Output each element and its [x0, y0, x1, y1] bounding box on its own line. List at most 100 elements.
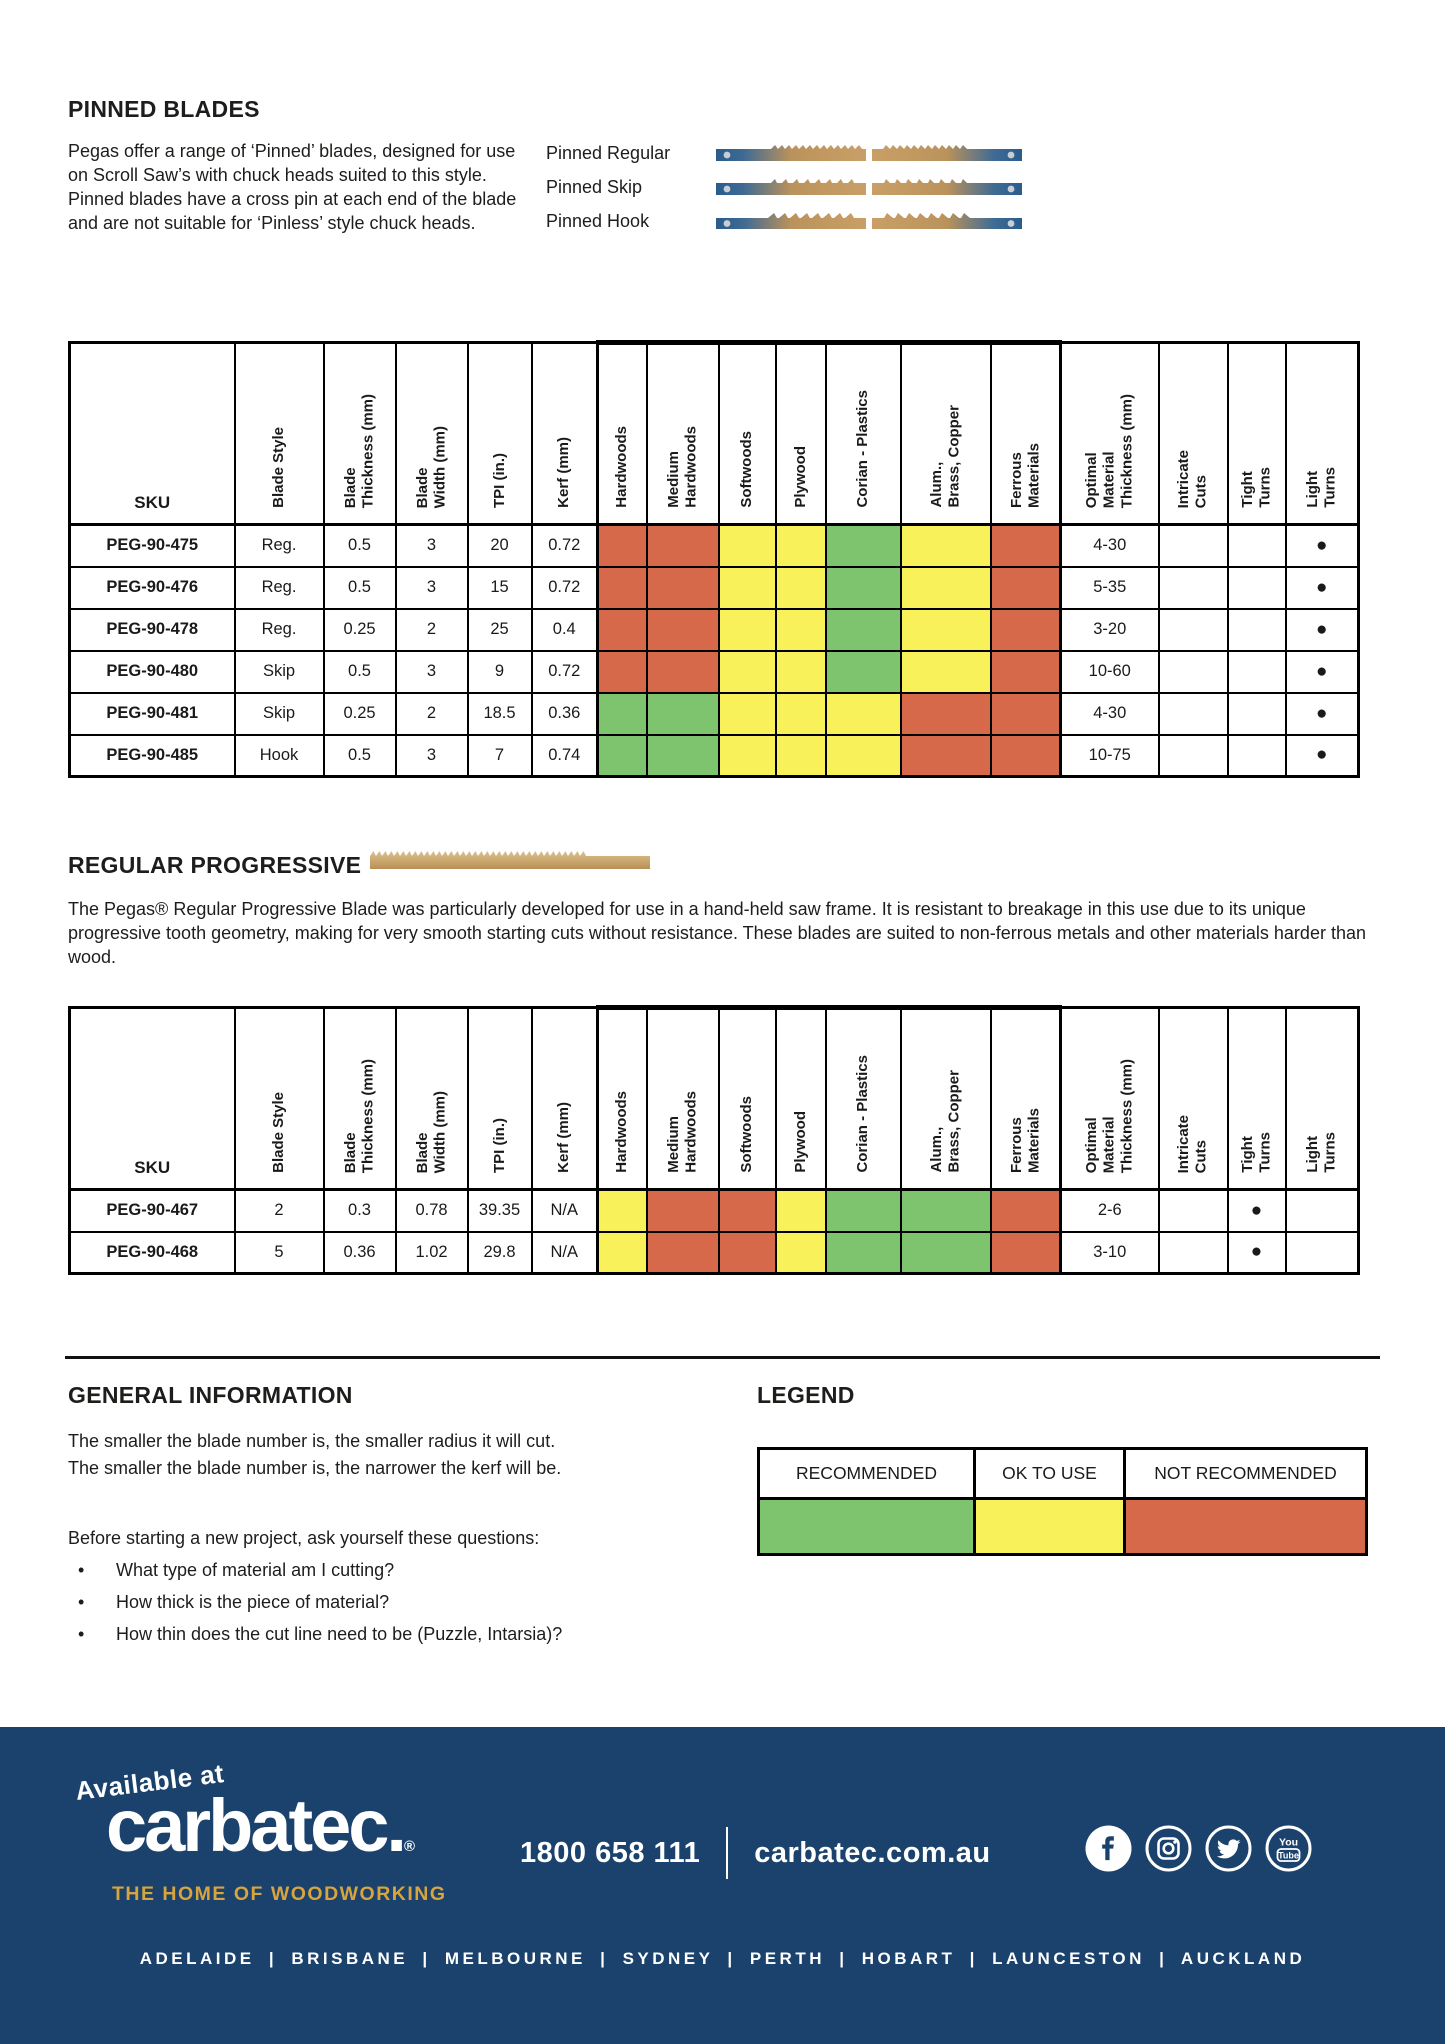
cell-intricate — [1157, 649, 1229, 694]
legend-label-recommended: RECOMMENDED — [757, 1447, 976, 1500]
column-header-label: TPI (in.) — [490, 453, 508, 508]
legend-swatch-ok-to-use — [973, 1497, 1126, 1556]
material-rating-alum_brass_copper — [899, 649, 992, 694]
cell-intricate — [1157, 691, 1229, 736]
general-information-text: The smaller the blade number is, the sma… — [68, 1428, 561, 1482]
cell-light: ● — [1284, 565, 1360, 610]
cell-intricate — [1157, 607, 1229, 652]
cell-intricate — [1157, 1188, 1229, 1233]
column-header-medium_hardwoods: Medium Hardwoods — [645, 1005, 720, 1191]
website-link[interactable]: carbatec.com.au — [754, 1836, 991, 1869]
column-header-hardwoods: Hardwoods — [596, 340, 648, 526]
material-rating-softwoods — [717, 649, 777, 694]
cell-thickness: 0.25 — [322, 607, 397, 652]
cell-width: 1.02 — [394, 1230, 469, 1275]
material-rating-hardwoods — [596, 607, 648, 652]
cell-tight — [1226, 565, 1287, 610]
column-header-label: Plywood — [791, 446, 809, 508]
cell-sku: PEG-90-467 — [68, 1188, 236, 1233]
store-locations: ADELAIDE | BRISBANE | MELBOURNE | SYDNEY… — [139, 1949, 1306, 1968]
cell-optimal: 3-10 — [1059, 1230, 1160, 1275]
cell-kerf: 0.36 — [530, 691, 599, 736]
youtube-icon[interactable]: You Tube — [1265, 1825, 1312, 1872]
bullet-item: • How thin does the cut line need to be … — [68, 1624, 562, 1645]
bullet-icon: • — [78, 1624, 85, 1644]
cell-kerf: 0.74 — [530, 733, 599, 778]
facebook-icon[interactable] — [1085, 1825, 1132, 1872]
material-rating-ferrous — [989, 565, 1062, 610]
legend-label-ok-to-use: OK TO USE — [973, 1447, 1126, 1500]
cell-tpi: 39.35 — [466, 1188, 533, 1233]
bullet-item: • How thick is the piece of material? — [68, 1592, 562, 1613]
cell-tight — [1226, 649, 1287, 694]
column-header-kerf: Kerf (mm) — [530, 1006, 599, 1191]
column-header-label: Alum., Brass, Copper — [927, 1070, 963, 1173]
material-rating-hardwoods — [596, 565, 648, 610]
cell-optimal: 10-60 — [1059, 649, 1160, 694]
cell-light: ● — [1284, 649, 1360, 694]
column-header-hardwoods: Hardwoods — [596, 1005, 648, 1191]
cell-kerf: 0.72 — [530, 565, 599, 610]
cell-tpi: 18.5 — [466, 691, 533, 736]
column-header-tight: Tight Turns — [1226, 1006, 1287, 1191]
blade-type-row: Pinned Regular — [546, 136, 1046, 170]
cell-thickness: 0.3 — [322, 1188, 397, 1233]
twitter-icon[interactable] — [1205, 1825, 1252, 1872]
instagram-icon[interactable] — [1145, 1825, 1192, 1872]
material-rating-softwoods — [717, 607, 777, 652]
bullet-icon: • — [78, 1560, 85, 1580]
material-rating-plywood — [774, 733, 827, 778]
material-rating-softwoods — [717, 733, 777, 778]
column-header-label: Hardwoods — [613, 426, 631, 508]
column-header-optimal: Optimal Material Thickness (mm) — [1059, 1006, 1160, 1191]
cell-thickness: 0.5 — [322, 565, 397, 610]
cell-style: 2 — [233, 1188, 325, 1233]
material-rating-corian_plastics — [824, 565, 902, 610]
cell-width: 0.78 — [394, 1188, 469, 1233]
cell-width: 2 — [394, 691, 469, 736]
material-rating-hardwoods — [596, 1230, 648, 1275]
cell-sku: PEG-90-481 — [68, 691, 236, 736]
column-header-tight: Tight Turns — [1226, 341, 1287, 526]
cell-light — [1284, 1230, 1360, 1275]
cell-style: Reg. — [233, 523, 325, 568]
material-rating-medium_hardwoods — [645, 1230, 720, 1275]
material-rating-corian_plastics — [824, 1230, 902, 1275]
carbatec-logo: carbatec.® — [106, 1784, 416, 1867]
cell-optimal: 4-30 — [1059, 691, 1160, 736]
info-line: The smaller the blade number is, the sma… — [68, 1431, 556, 1451]
material-rating-plywood — [774, 649, 827, 694]
column-header-label: TPI (in.) — [490, 1118, 508, 1173]
material-rating-hardwoods — [596, 691, 648, 736]
column-header-label: Blade Style — [270, 1092, 288, 1173]
cell-width: 3 — [394, 565, 469, 610]
phone-number[interactable]: 1800 658 111 — [520, 1836, 701, 1869]
bullet-text: How thick is the piece of material? — [116, 1592, 390, 1612]
column-header-label: Kerf (mm) — [555, 1102, 573, 1173]
legend-swatch-recommended — [757, 1497, 976, 1556]
material-rating-plywood — [774, 607, 827, 652]
column-header-thickness: Blade Thickness (mm) — [322, 1006, 397, 1191]
pinned-blades-heading: PINNED BLADES — [68, 96, 260, 122]
contact-block: 1800 658 111 carbatec.com.au — [520, 1827, 991, 1879]
cell-optimal: 10-75 — [1059, 733, 1160, 778]
column-header-thickness: Blade Thickness (mm) — [322, 341, 397, 526]
column-header-tpi: TPI (in.) — [466, 341, 533, 526]
column-header-label: Ferrous Materials — [1007, 1107, 1043, 1173]
pinned-skip-blade-icon — [716, 179, 1022, 195]
column-header-label: Blade Thickness (mm) — [341, 393, 377, 508]
cell-optimal: 3-20 — [1059, 607, 1160, 652]
column-header-width: Blade Width (mm) — [394, 341, 469, 526]
column-header-label: Plywood — [791, 1111, 809, 1173]
blade-type-label: Pinned Hook — [546, 210, 650, 231]
material-rating-medium_hardwoods — [645, 733, 720, 778]
cell-intricate — [1157, 1230, 1229, 1275]
material-rating-corian_plastics — [824, 691, 902, 736]
column-header-corian_plastics: Corian - Plastics — [824, 1005, 902, 1191]
column-header-label: Intricate Cuts — [1175, 449, 1210, 508]
cell-sku: PEG-90-480 — [68, 649, 236, 694]
cell-style: Reg. — [233, 565, 325, 610]
column-header-label: Medium Hardwoods — [664, 1091, 700, 1173]
table-row: PEG-90-481 Skip 0.25 2 18.5 0.36 4-30 ● — [68, 691, 1360, 736]
material-rating-ferrous — [989, 1230, 1062, 1275]
